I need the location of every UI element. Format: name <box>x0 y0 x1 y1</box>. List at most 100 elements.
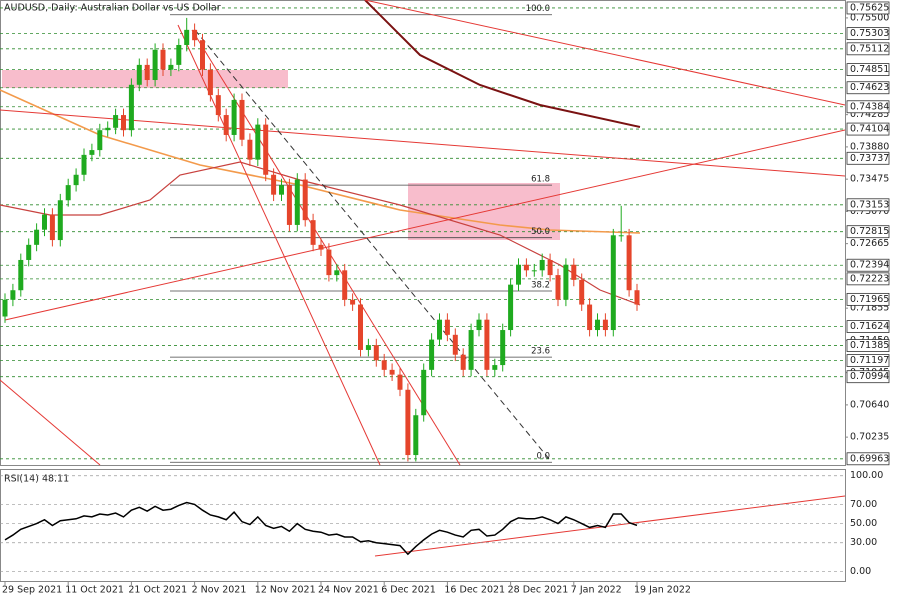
level-label: 0.73153 <box>850 199 889 210</box>
y-tick-label: 0.74285 <box>850 109 889 120</box>
candle-body <box>350 299 356 305</box>
rsi-title: RSI(14) 48.11 <box>4 474 69 485</box>
candle-body <box>571 264 577 280</box>
x-tick-label: 21 Oct 2021 <box>128 585 187 596</box>
candle-body <box>57 200 63 241</box>
candle-body <box>587 304 593 331</box>
channel-line <box>177 24 381 466</box>
candle-body <box>626 235 632 291</box>
level-label-box <box>846 225 890 239</box>
level-label: 0.74384 <box>850 101 889 112</box>
level-label: 0.72815 <box>850 226 889 237</box>
candle-body <box>2 299 8 317</box>
candle-body <box>105 127 111 131</box>
candle-body <box>460 354 466 370</box>
overlays <box>0 0 846 557</box>
y-tick-label: 0.00 <box>850 566 871 577</box>
y-tick-label: 50.00 <box>850 518 877 529</box>
x-tick-label: 24 Nov 2021 <box>318 585 379 596</box>
x-tick-label: 12 Nov 2021 <box>255 585 316 596</box>
candle-body <box>207 69 213 96</box>
candle-body <box>223 115 229 135</box>
rsi-line <box>4 501 638 556</box>
level-label: 0.73737 <box>850 153 889 164</box>
candle-body <box>215 95 221 116</box>
candle-body <box>302 179 308 221</box>
candle-body <box>389 369 395 375</box>
candle-body <box>358 304 363 350</box>
candle-body <box>81 154 87 175</box>
y-tick-label: 0.73880 <box>850 141 889 152</box>
candle-body <box>468 330 474 370</box>
candle-body <box>310 220 316 245</box>
candle-body <box>247 139 253 160</box>
level-label-box <box>846 151 890 165</box>
candle-body <box>373 345 379 361</box>
price-panel <box>0 0 846 466</box>
y-tick-label: 30.00 <box>850 537 877 548</box>
candle-body <box>595 319 600 331</box>
fib-label: 38.2 <box>531 281 550 291</box>
level-label: 0.71385 <box>850 340 889 351</box>
candle-body <box>136 64 142 85</box>
candle-body <box>18 259 24 291</box>
candle-body <box>326 249 332 276</box>
x-tick-label: 19 Jan 2022 <box>634 585 691 596</box>
candle-body <box>263 124 269 175</box>
fib-label: 0.0 <box>536 452 550 462</box>
candle-body <box>476 319 482 331</box>
trend-line <box>4 129 846 321</box>
fib-label: 23.6 <box>531 347 550 357</box>
fib-label: 50.0 <box>531 227 550 237</box>
candle-body <box>34 229 40 245</box>
candle-body <box>10 290 16 300</box>
candle-body <box>26 244 32 260</box>
candle-body <box>397 374 403 390</box>
level-label-box <box>846 198 890 212</box>
level-label: 0.70994 <box>850 371 889 382</box>
chart-title: AUDUSD, Daily: Australian Dollar vs US D… <box>4 3 221 14</box>
level-label: 0.72394 <box>850 260 889 271</box>
level-label: 0.71624 <box>850 321 889 332</box>
candle-body <box>421 369 427 416</box>
level-label-box <box>846 81 890 95</box>
x-tick-label: 2 Nov 2021 <box>192 585 247 596</box>
level-label: 0.71197 <box>850 355 889 366</box>
y-tick-label: 0.72665 <box>850 238 889 249</box>
candle-body <box>231 99 237 135</box>
candle-body <box>523 264 529 271</box>
level-label: 0.74851 <box>850 64 889 75</box>
candle-body <box>279 185 284 195</box>
candle-body <box>255 124 261 160</box>
level-label: 0.71965 <box>850 294 889 305</box>
candle-body <box>405 389 411 456</box>
candle-body <box>531 270 537 272</box>
candle-body <box>413 415 419 456</box>
candle-body <box>602 319 608 331</box>
level-label-box <box>846 272 890 286</box>
candle-body <box>492 365 498 370</box>
candle-body <box>618 235 624 237</box>
y-tick-label: 0.70235 <box>850 432 889 443</box>
level-label-box <box>846 122 890 136</box>
candle-body <box>429 339 435 370</box>
x-tick-label: 29 Sep 2021 <box>2 585 62 596</box>
rsi-trend-line <box>374 495 846 557</box>
candle-body <box>184 29 190 45</box>
candle-body <box>176 44 182 65</box>
candle-body <box>113 115 119 128</box>
candle-body <box>484 319 490 370</box>
candle-body <box>516 264 521 285</box>
candle-body <box>192 29 198 41</box>
fib-label: 100.0 <box>526 4 550 14</box>
level-label: 0.74623 <box>850 82 889 93</box>
level-label-box <box>846 63 890 76</box>
candle-body <box>239 99 245 140</box>
candle-body <box>144 64 150 81</box>
level-label-box <box>846 292 890 306</box>
trend-line <box>364 0 846 106</box>
candle-body <box>89 150 95 155</box>
level-label: 0.69963 <box>850 453 889 464</box>
level-label-box <box>846 320 890 333</box>
